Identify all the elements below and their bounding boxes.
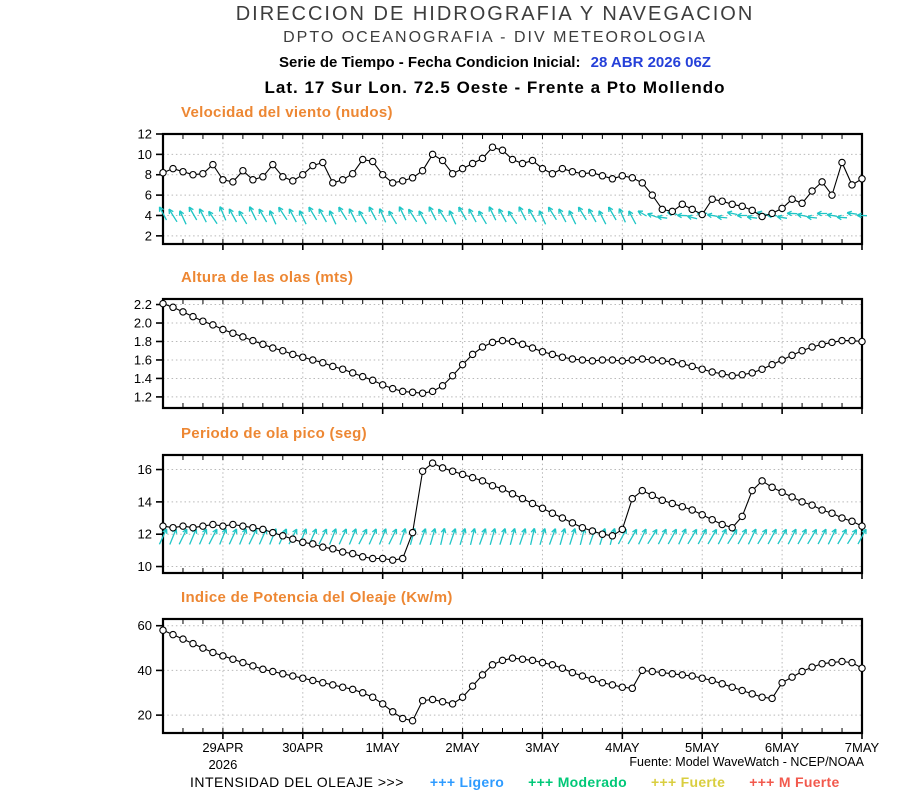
data-source-note: Fuente: Model WaveWatch - NCEP/NOAA bbox=[629, 755, 864, 769]
svg-text:6: 6 bbox=[145, 188, 152, 203]
svg-text:2: 2 bbox=[145, 228, 152, 243]
x-axis-label: 4MAY bbox=[605, 740, 640, 755]
svg-text:20: 20 bbox=[138, 708, 152, 723]
chart-title-wave-power: Indice de Potencia del Oleaje (Kw/m) bbox=[181, 589, 453, 606]
initial-condition-date: 28 ABR 2026 06Z bbox=[590, 54, 711, 71]
chart-wave-height: 1.2 1.4 1.6 1.8 2.0 2.2 bbox=[134, 297, 866, 414]
x-axis-label: 7MAY bbox=[845, 740, 880, 755]
location-line: Lat. 17 Sur Lon. 72.5 Oeste - Frente a P… bbox=[264, 78, 726, 97]
legend-title: INTENSIDAD DEL OLEAJE >>> bbox=[190, 774, 404, 790]
svg-text:60: 60 bbox=[138, 618, 152, 633]
svg-text:10: 10 bbox=[138, 147, 152, 162]
legend-item-moderado: +++ Moderado bbox=[528, 774, 628, 790]
chart-wave-power-index: 20 40 60 bbox=[138, 617, 866, 739]
x-axis-label: 29APR bbox=[202, 740, 243, 755]
legend-item-m-fuerte: +++ M Fuerte bbox=[749, 774, 840, 790]
chart-title-wind-speed: Velocidad del viento (nudos) bbox=[181, 104, 393, 121]
svg-text:4: 4 bbox=[145, 208, 152, 223]
svg-text:8: 8 bbox=[145, 167, 152, 182]
chart-title-wave-height: Altura de las olas (mts) bbox=[181, 269, 354, 286]
x-axis-label: 6MAY bbox=[765, 740, 800, 755]
x-axis-label: 2MAY bbox=[445, 740, 480, 755]
legend-item-fuerte: +++ Fuerte bbox=[651, 774, 726, 790]
svg-text:1.4: 1.4 bbox=[134, 371, 152, 386]
svg-text:12: 12 bbox=[138, 527, 152, 542]
legend-item-ligero: +++ Ligero bbox=[429, 774, 505, 790]
x-axis-label: 30APR bbox=[282, 740, 323, 755]
series-info-line: Serie de Tiempo - Fecha Condicion Inicia… bbox=[90, 54, 900, 71]
svg-text:2.2: 2.2 bbox=[134, 297, 152, 312]
org-title: DIRECCION DE HIDROGRAFIA Y NAVEGACION bbox=[235, 3, 755, 25]
svg-text:16: 16 bbox=[138, 462, 152, 477]
chart-title-wave-period: Periodo de ola pico (seg) bbox=[181, 425, 367, 442]
svg-text:2.0: 2.0 bbox=[134, 316, 152, 331]
x-axis-label: 5MAY bbox=[685, 740, 720, 755]
svg-text:1.8: 1.8 bbox=[134, 334, 152, 349]
svg-text:1.2: 1.2 bbox=[134, 389, 152, 404]
svg-text:40: 40 bbox=[138, 663, 152, 678]
svg-text:12: 12 bbox=[138, 127, 152, 142]
series-info-label: Serie de Tiempo - Fecha Condicion Inicia… bbox=[279, 54, 581, 71]
dept-subtitle: DPTO OCEANOGRAFIA - DIV METEOROLOGIA bbox=[283, 29, 707, 46]
chart-wind-speed: 2 4 6 8 10 12 bbox=[138, 127, 868, 250]
x-axis-label: 1MAY bbox=[365, 740, 400, 755]
x-axis-label: 3MAY bbox=[525, 740, 560, 755]
swell-intensity-legend: INTENSIDAD DEL OLEAJE >>> +++ Ligero +++ M… bbox=[190, 774, 864, 790]
svg-text:1.6: 1.6 bbox=[134, 352, 152, 367]
x-axis-year-label: 2026 bbox=[208, 757, 237, 772]
svg-text:10: 10 bbox=[138, 559, 152, 574]
svg-text:14: 14 bbox=[138, 494, 152, 509]
chart-peak-wave-period: 10 12 14 16 bbox=[138, 453, 867, 579]
